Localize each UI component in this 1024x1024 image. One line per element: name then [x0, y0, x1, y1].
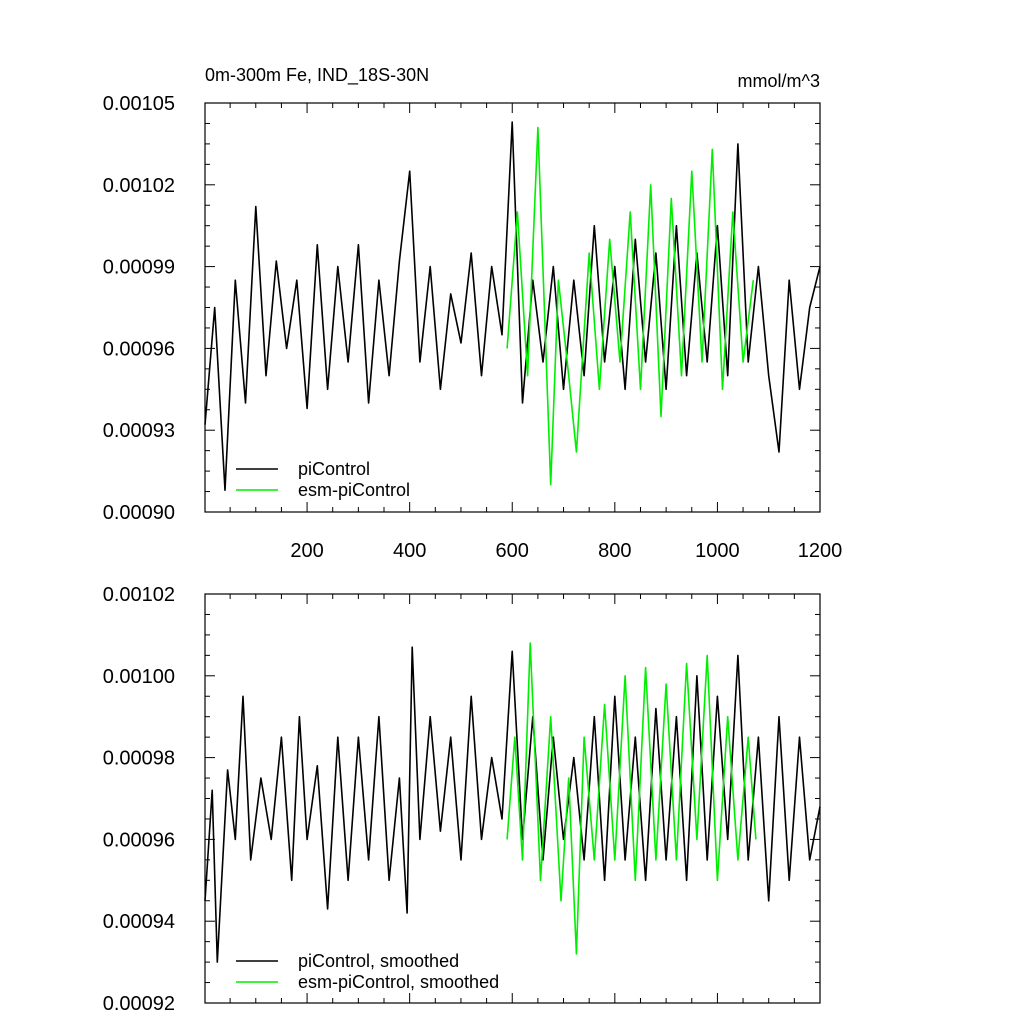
- y-tick-label: 0.00105: [103, 93, 175, 115]
- top-plot-frame: [204, 102, 821, 513]
- series-line-esm-picontrol: [506, 126, 755, 486]
- y-tick-label: 0.00102: [103, 584, 175, 606]
- y-tick-label: 0.00096: [103, 338, 175, 360]
- series-line-esm-picontrol-smoothed: [506, 642, 757, 955]
- bottom-plot-frame: [204, 593, 821, 1004]
- bottom-legend: piControl, smoothed esm-piControl, smoot…: [236, 951, 499, 992]
- y-tick-label: 0.00094: [103, 911, 175, 933]
- units-label: mmol/m^3: [738, 71, 820, 91]
- top-ticks-layer: 0.00090 0.00093 0.00096 0.00099 0.00102 0.001…: [103, 93, 843, 562]
- top-series-layer: [204, 121, 821, 492]
- legend-label-picontrol: piControl: [298, 459, 370, 479]
- y-tick-label: 0.00093: [103, 420, 175, 442]
- y-tick-label: 0.00102: [103, 175, 175, 197]
- y-tick-label: 0.00092: [103, 993, 175, 1015]
- legend-label-esm-picontrol-smoothed: esm-piControl, smoothed: [298, 972, 499, 992]
- x-tick-label: 600: [496, 540, 529, 562]
- legend-label-picontrol-smoothed: piControl, smoothed: [298, 951, 459, 971]
- x-tick-label: 200: [290, 540, 323, 562]
- y-tick-label: 0.00099: [103, 257, 175, 279]
- bottom-ticks-layer: 0.00092 0.00094 0.00096 0.00098 0.00100 0.001…: [103, 584, 821, 1015]
- x-tick-label: 400: [393, 540, 426, 562]
- bottom-panel: 0.00092 0.00094 0.00096 0.00098 0.00100 0.001…: [103, 584, 821, 1015]
- series-line-picontrol: [204, 121, 821, 492]
- y-tick-label: 0.00100: [103, 666, 175, 688]
- x-tick-label: 1200: [798, 540, 843, 562]
- bottom-series-layer: [204, 642, 821, 963]
- chart-title: 0m-300m Fe, IND_18S-30N: [205, 65, 429, 86]
- y-tick-label: 0.00098: [103, 748, 175, 770]
- legend-label-esm-picontrol: esm-piControl: [298, 480, 410, 500]
- y-tick-label: 0.00096: [103, 829, 175, 851]
- top-panel: 0m-300m Fe, IND_18S-30N mmol/m^3 0.00090…: [103, 65, 843, 562]
- x-tick-label: 800: [598, 540, 631, 562]
- top-legend: piControl esm-piControl: [236, 459, 410, 500]
- y-tick-label: 0.00090: [103, 502, 175, 524]
- x-tick-label: 1000: [695, 540, 740, 562]
